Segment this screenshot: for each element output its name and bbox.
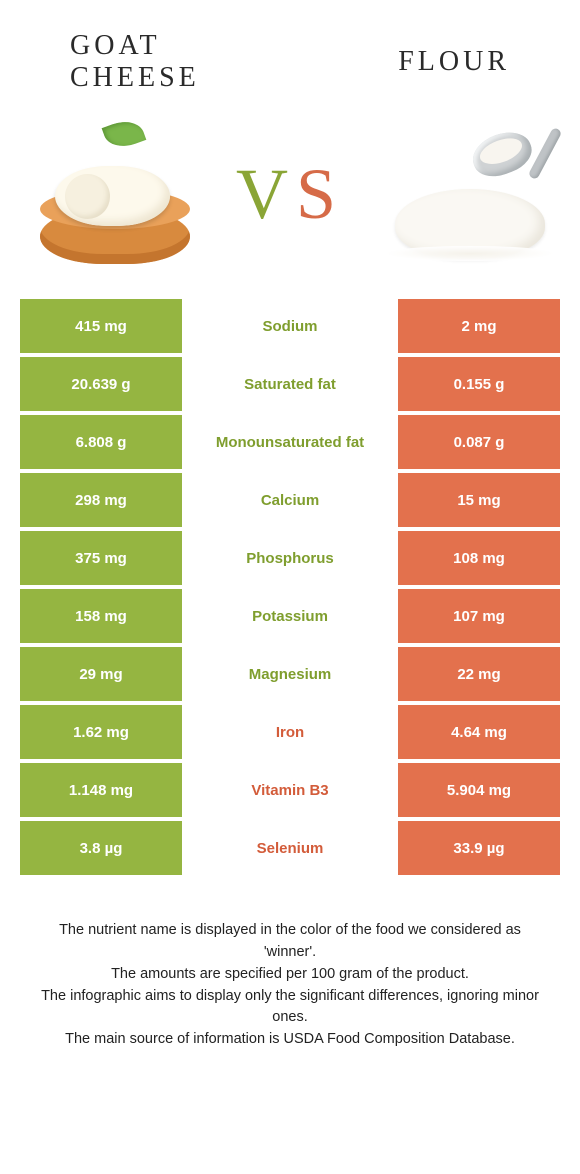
nutrient-name: Sodium <box>182 299 398 353</box>
vs-s: S <box>296 154 344 234</box>
nutrient-name: Phosphorus <box>182 531 398 585</box>
goat-cheese-icon <box>30 124 200 264</box>
comparison-table: 415 mgSodium2 mg20.639 gSaturated fat0.1… <box>20 299 560 875</box>
table-row: 375 mgPhosphorus108 mg <box>20 531 560 585</box>
left-value: 6.808 g <box>20 415 182 469</box>
right-value: 0.087 g <box>398 415 560 469</box>
nutrient-name: Iron <box>182 705 398 759</box>
table-row: 20.639 gSaturated fat0.155 g <box>20 357 560 411</box>
left-value: 29 mg <box>20 647 182 701</box>
right-value: 108 mg <box>398 531 560 585</box>
image-vs-row: VS <box>20 124 560 264</box>
nutrient-name: Magnesium <box>182 647 398 701</box>
table-row: 158 mgPotassium107 mg <box>20 589 560 643</box>
footer-line: The main source of information is USDA F… <box>40 1029 540 1051</box>
right-value: 4.64 mg <box>398 705 560 759</box>
table-row: 6.808 gMonounsaturated fat0.087 g <box>20 415 560 469</box>
left-value: 3.8 µg <box>20 821 182 875</box>
table-row: 415 mgSodium2 mg <box>20 299 560 353</box>
right-value: 2 mg <box>398 299 560 353</box>
nutrient-name: Vitamin B3 <box>182 763 398 817</box>
left-value: 158 mg <box>20 589 182 643</box>
right-value: 107 mg <box>398 589 560 643</box>
left-value: 1.148 mg <box>20 763 182 817</box>
right-food-title: FLOUR <box>290 46 530 78</box>
table-row: 298 mgCalcium15 mg <box>20 473 560 527</box>
right-value: 0.155 g <box>398 357 560 411</box>
infographic-root: { "header": { "left_title": "GOAT\nCHEES… <box>0 0 580 1071</box>
table-row: 1.62 mgIron4.64 mg <box>20 705 560 759</box>
nutrient-name: Saturated fat <box>182 357 398 411</box>
nutrient-name: Potassium <box>182 589 398 643</box>
nutrient-name: Calcium <box>182 473 398 527</box>
title-row: GOATCHEESE FLOUR <box>20 30 560 94</box>
left-value: 415 mg <box>20 299 182 353</box>
vs-label: VS <box>236 153 344 236</box>
footer-line: The nutrient name is displayed in the co… <box>40 920 540 964</box>
flour-icon <box>380 124 550 264</box>
left-value: 1.62 mg <box>20 705 182 759</box>
left-value: 375 mg <box>20 531 182 585</box>
table-row: 1.148 mgVitamin B35.904 mg <box>20 763 560 817</box>
footer-line: The infographic aims to display only the… <box>40 986 540 1030</box>
right-value: 5.904 mg <box>398 763 560 817</box>
vs-v: V <box>236 154 296 234</box>
right-value: 15 mg <box>398 473 560 527</box>
right-value: 22 mg <box>398 647 560 701</box>
table-row: 29 mgMagnesium22 mg <box>20 647 560 701</box>
left-food-title: GOATCHEESE <box>50 30 290 94</box>
left-value: 298 mg <box>20 473 182 527</box>
footer-line: The amounts are specified per 100 gram o… <box>40 964 540 986</box>
left-value: 20.639 g <box>20 357 182 411</box>
footer-notes: The nutrient name is displayed in the co… <box>20 920 560 1051</box>
table-row: 3.8 µgSelenium33.9 µg <box>20 821 560 875</box>
right-value: 33.9 µg <box>398 821 560 875</box>
nutrient-name: Selenium <box>182 821 398 875</box>
nutrient-name: Monounsaturated fat <box>182 415 398 469</box>
